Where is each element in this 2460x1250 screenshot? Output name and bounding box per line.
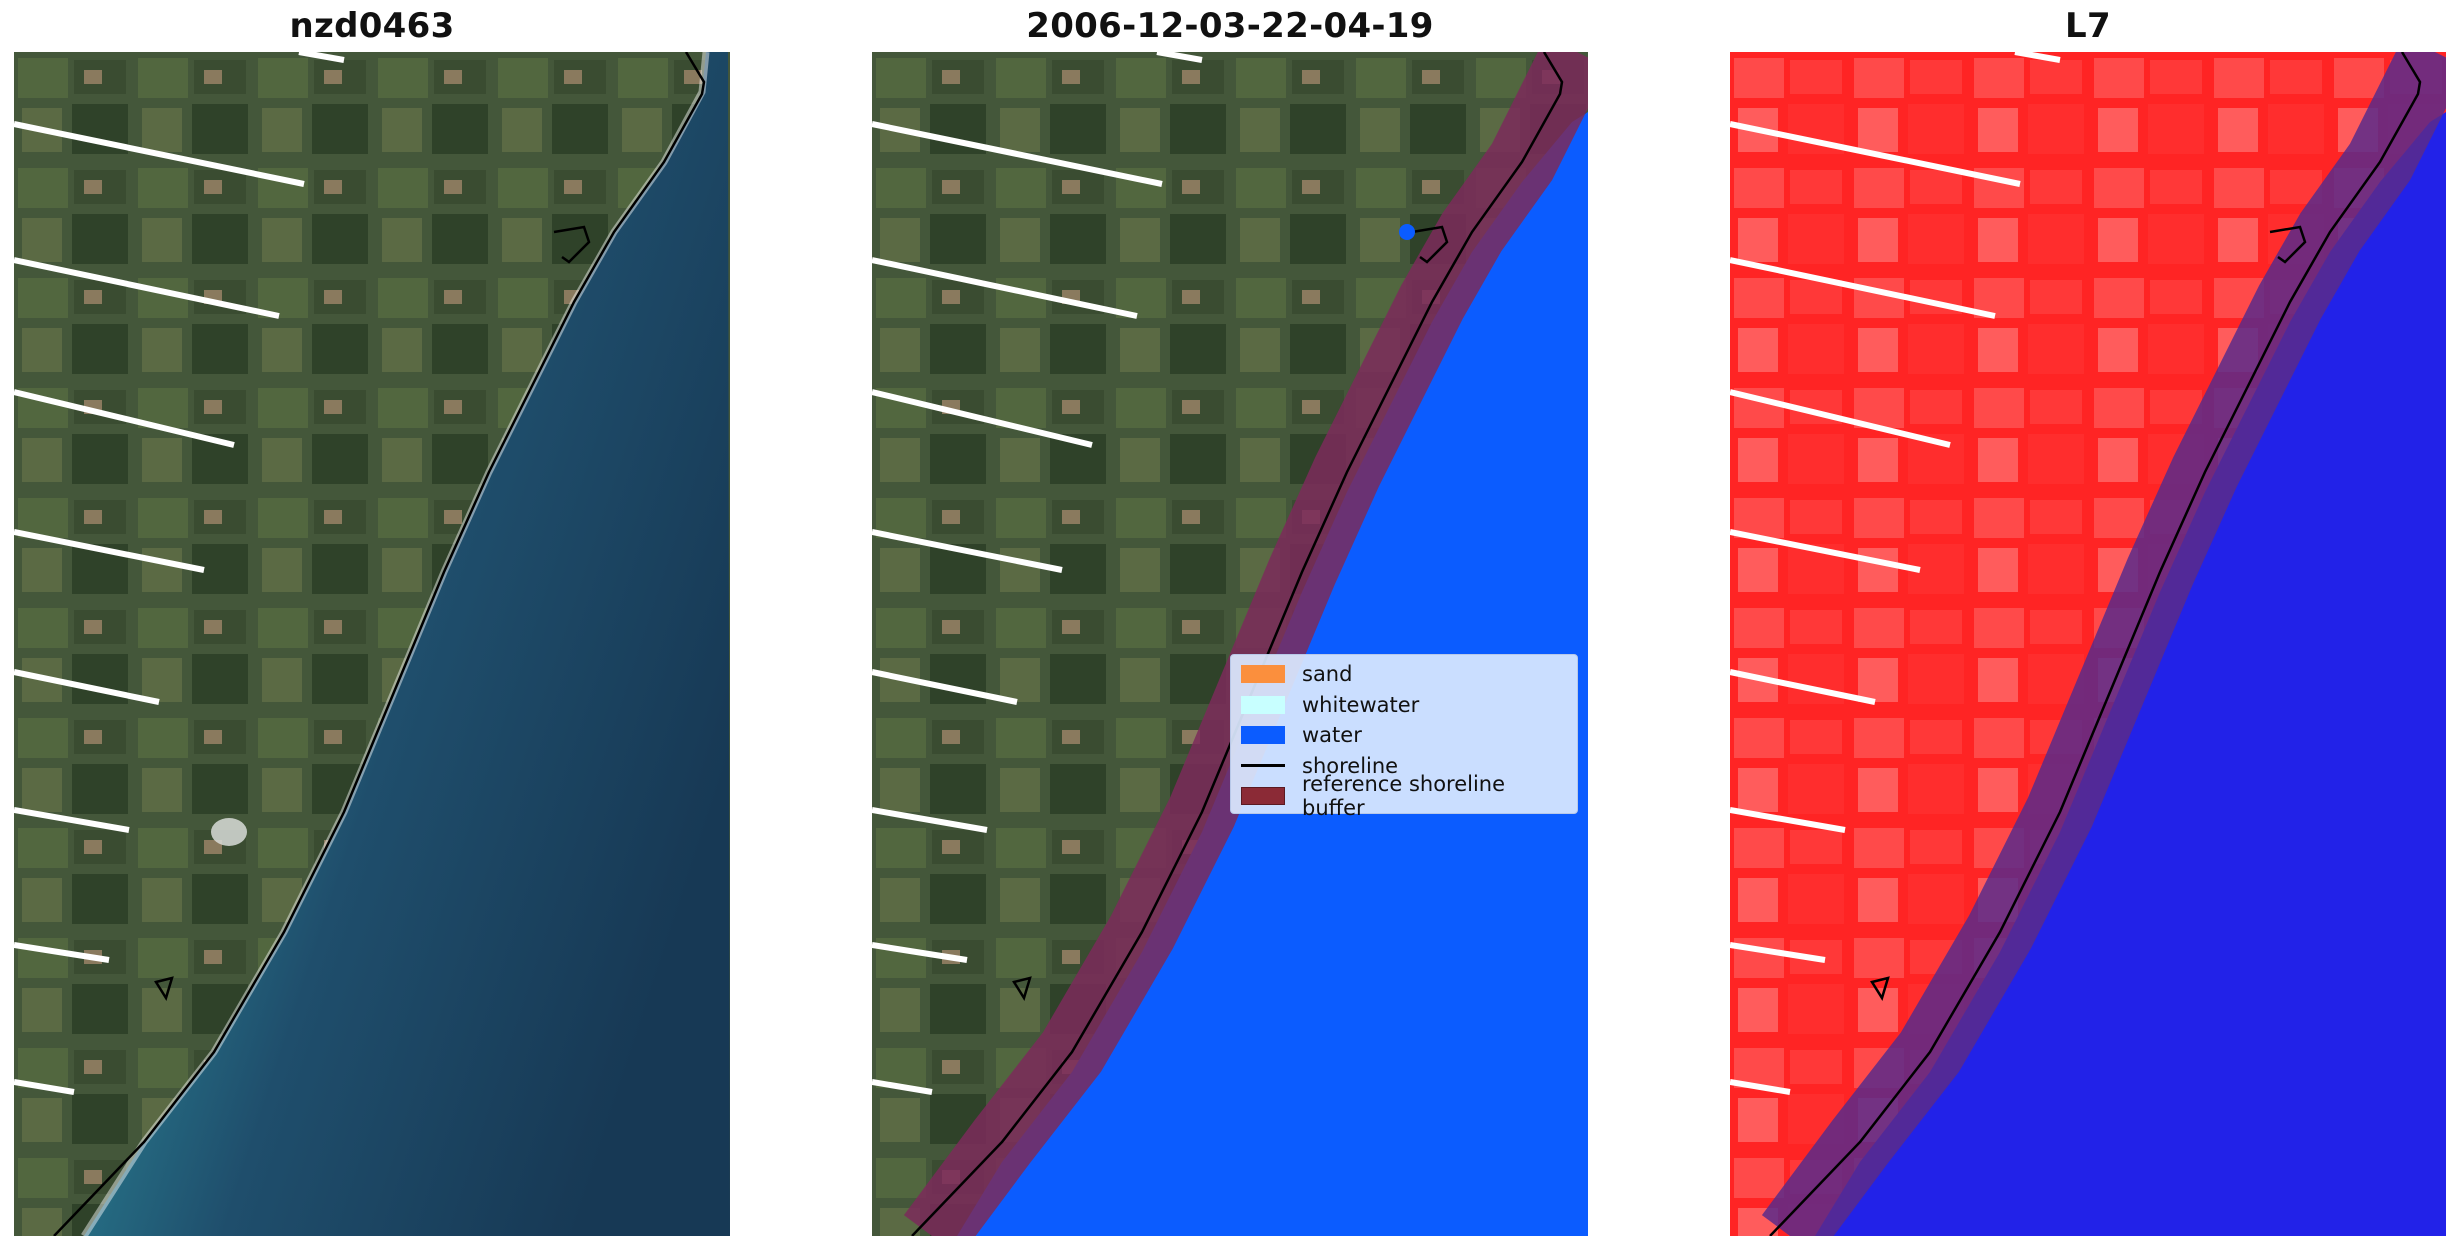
buffer-swatch <box>1241 787 1285 806</box>
legend-item-sand: sand <box>1241 659 1567 690</box>
scan-line-gaps <box>14 52 345 1095</box>
legend-label: sand <box>1302 662 1353 687</box>
legend-item-whitewater: whitewater <box>1241 690 1567 721</box>
legend-label: reference shoreline buffer <box>1302 772 1506 821</box>
legend-label: whitewater <box>1302 692 1420 717</box>
legend-item-shoreline: shoreline <box>1241 751 1567 782</box>
water-swatch <box>1241 726 1285 745</box>
panel-title: L7 <box>2065 6 2111 46</box>
scan-line-gaps <box>872 52 1203 1095</box>
shoreline <box>1769 52 2422 1236</box>
sea-area <box>84 52 730 1236</box>
sand-swatch <box>1241 665 1285 684</box>
map-legend: sand whitewater water shoreline referenc… <box>1230 654 1578 820</box>
index-image <box>1730 52 2446 1236</box>
panel-rgb: nzd0463 <box>14 0 730 1250</box>
legend-item-water: water <box>1241 720 1567 751</box>
shoreline <box>911 52 1564 1236</box>
legend-label: water <box>1302 723 1362 748</box>
shoreline-swatch <box>1241 764 1285 768</box>
panel-title: 2006-12-03-22-04-19 <box>1026 6 1434 46</box>
scan-line-gaps <box>1730 52 2061 1095</box>
shoreline <box>53 52 706 1236</box>
legend-label: shoreline <box>1302 753 1399 778</box>
panel-index: L7 <box>1730 0 2446 1250</box>
classified-image <box>872 52 1588 1236</box>
panel-classified: 2006-12-03-22-04-19 <box>872 0 1588 1250</box>
panel-title: nzd0463 <box>289 6 455 46</box>
legend-item-buffer: reference shoreline buffer <box>1241 772 1567 820</box>
whitewater-swatch <box>1241 695 1285 714</box>
satellite-image <box>14 52 730 1236</box>
